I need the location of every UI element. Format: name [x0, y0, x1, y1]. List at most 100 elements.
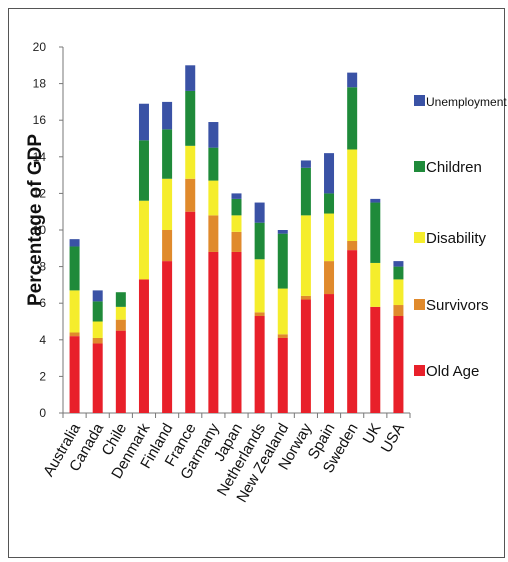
bar-old-age: [347, 250, 358, 413]
bar-survivors: [300, 295, 311, 300]
bar-children: [370, 202, 381, 263]
bar-old-age: [92, 343, 103, 413]
bar-old-age: [324, 294, 335, 413]
bar-disability: [185, 145, 196, 179]
bar-children: [185, 90, 196, 146]
bar-unemployment: [92, 290, 103, 302]
legend-label: Old Age: [426, 363, 479, 380]
y-tick-label: 8: [39, 260, 46, 274]
bar-unemployment: [185, 65, 196, 91]
bar-survivors: [277, 334, 288, 338]
x-category-labels: AustraliaCanadaChileDenmarkFinlandFrance…: [40, 420, 408, 506]
y-tick-label: 12: [33, 186, 47, 200]
bar-disability: [138, 200, 149, 280]
bar-disability: [69, 290, 80, 333]
bar-disability: [254, 259, 265, 313]
bar-old-age: [231, 251, 242, 413]
bar-disability: [162, 178, 173, 230]
bar-disability: [370, 262, 381, 307]
bar-children: [208, 147, 219, 181]
bar-children: [277, 233, 288, 289]
bar-survivors: [254, 312, 265, 317]
y-axis-title: Percentage of GDP: [25, 134, 46, 306]
bar-old-age: [69, 336, 80, 413]
bar-unemployment: [208, 122, 219, 148]
bar-disability: [347, 149, 358, 241]
bar-children: [393, 266, 404, 280]
bar-unemployment: [370, 198, 381, 203]
bar-survivors: [115, 319, 126, 331]
legend-swatch: [414, 232, 425, 243]
bar-children: [324, 193, 335, 214]
bar-disability: [277, 288, 288, 335]
legend-label: Disability: [426, 230, 487, 247]
bar-old-age: [254, 316, 265, 413]
bar-unemployment: [393, 261, 404, 267]
bar-survivors: [208, 215, 219, 252]
bar-children: [138, 140, 149, 201]
bar-disability: [115, 306, 126, 320]
chart-bars: [69, 65, 404, 413]
bar-children: [300, 167, 311, 216]
bar-unemployment: [231, 193, 242, 199]
bar-unemployment: [324, 153, 335, 194]
legend-swatch: [414, 95, 425, 106]
bar-unemployment: [300, 160, 311, 168]
chart-legend: Unemployment Children Disability Survivors O…: [414, 95, 507, 380]
bar-disability: [92, 321, 103, 338]
bar-survivors: [69, 332, 80, 337]
bar-unemployment: [347, 72, 358, 88]
x-category-label: USA: [378, 421, 408, 456]
legend-label: Unemployment: [426, 95, 507, 109]
bar-old-age: [185, 211, 196, 413]
y-tick-label: 18: [33, 77, 47, 91]
bar-survivors: [162, 230, 173, 262]
bar-children: [115, 292, 126, 307]
y-tick-label: 4: [39, 333, 46, 347]
bar-survivors: [185, 178, 196, 212]
bar-old-age: [162, 261, 173, 413]
bar-survivors: [231, 231, 242, 252]
bar-unemployment: [254, 202, 265, 223]
bar-old-age: [393, 316, 404, 413]
y-tick-label: 14: [33, 150, 47, 164]
bar-survivors: [324, 261, 335, 295]
bar-unemployment: [138, 103, 149, 141]
bar-children: [347, 87, 358, 150]
y-tick-label: 0: [39, 406, 46, 420]
bar-old-age: [277, 337, 288, 413]
legend-label: Children: [426, 159, 482, 176]
legend-swatch: [414, 161, 425, 172]
bar-survivors: [347, 240, 358, 251]
bar-survivors: [92, 337, 103, 344]
bar-disability: [324, 213, 335, 262]
bar-disability: [231, 215, 242, 232]
bar-old-age: [138, 279, 149, 413]
bar-children: [254, 222, 265, 260]
bar-unemployment: [69, 239, 80, 247]
bar-children: [69, 246, 80, 291]
bar-unemployment: [162, 101, 173, 130]
bar-disability: [300, 215, 311, 296]
bar-old-age: [370, 306, 381, 413]
bar-old-age: [300, 299, 311, 413]
y-tick-label: 6: [39, 296, 46, 310]
bar-old-age: [115, 330, 126, 413]
bar-disability: [393, 279, 404, 306]
y-tick-label: 20: [33, 40, 47, 54]
legend-swatch: [414, 299, 425, 310]
legend-swatch: [414, 365, 425, 376]
bar-old-age: [208, 251, 219, 413]
bar-disability: [208, 180, 219, 216]
bar-children: [92, 301, 103, 322]
y-tick-label: 16: [33, 113, 47, 127]
legend-label: Survivors: [426, 297, 489, 314]
bar-unemployment: [277, 230, 288, 234]
y-tick-label: 2: [39, 369, 46, 383]
bar-survivors: [393, 305, 404, 317]
bar-children: [231, 198, 242, 216]
y-tick-labels: 0 2 4 6 8 10 12 14 16 18 20: [33, 40, 47, 420]
y-tick-label: 10: [33, 223, 47, 237]
bar-children: [162, 129, 173, 179]
